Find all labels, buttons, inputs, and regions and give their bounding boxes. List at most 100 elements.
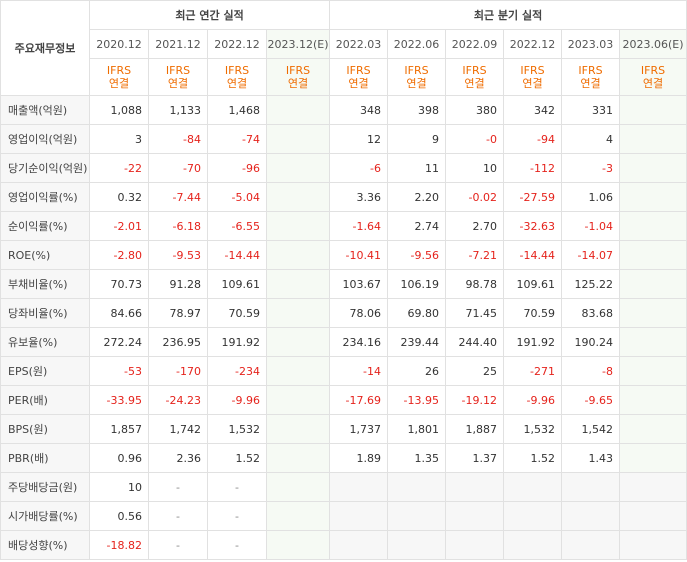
- row-label: 배당성향(%): [0, 530, 90, 560]
- cell-quarterly-1: [387, 501, 447, 531]
- cell-annual-0: 70.73: [89, 269, 149, 299]
- table-row: PBR(배) 0.96 2.36 1.52 1.89 1.35 1.37 1.52 1.43: [0, 443, 687, 473]
- table-row: ROE(%) -2.80 -9.53 -14.44 -10.41 -9.56 -7.21 -1…: [0, 240, 687, 270]
- table-row: 영업이익률(%) 0.32 -7.44 -5.04 3.36 2.20 -0.02 -27.5…: [0, 182, 687, 212]
- cell-quarterly-0: [329, 472, 389, 502]
- cell-quarterly-4: -9.65: [561, 385, 621, 415]
- cell-annual-1: -70: [148, 153, 208, 183]
- cell-annual-1: -: [148, 472, 208, 502]
- cell-annual-0: 0.56: [89, 501, 149, 531]
- cell-quarterly-3: 191.92: [503, 327, 563, 357]
- cell-quarterly-5: [619, 385, 687, 415]
- cell-annual-3: [265, 443, 331, 473]
- row-label: PER(배): [0, 385, 90, 415]
- cell-quarterly-2: 25: [445, 356, 505, 386]
- cell-quarterly-2: 1.37: [445, 443, 505, 473]
- period-header-quarterly-5: 2023.06(E): [619, 29, 687, 59]
- row-label: 당좌비율(%): [0, 298, 90, 328]
- cell-quarterly-5: [619, 414, 687, 444]
- cell-annual-2: -: [207, 501, 267, 531]
- cell-quarterly-5: [619, 240, 687, 270]
- basis-header-quarterly-5: IFRS 연결: [619, 58, 687, 96]
- basis-standard-label: IFRS: [165, 64, 191, 77]
- cell-quarterly-4: [561, 530, 621, 560]
- cell-quarterly-4: 1.06: [561, 182, 621, 212]
- row-label: EPS(원): [0, 356, 90, 386]
- cell-quarterly-2: -0.02: [445, 182, 505, 212]
- cell-quarterly-2: [445, 530, 505, 560]
- basis-scope-label: 연결: [287, 77, 309, 90]
- cell-annual-2: -6.55: [207, 211, 267, 241]
- basis-scope-label: 연결: [406, 77, 427, 90]
- cell-quarterly-4: 1.43: [561, 443, 621, 473]
- cell-annual-0: 10: [89, 472, 149, 502]
- cell-annual-2: 1,532: [207, 414, 267, 444]
- cell-annual-2: -74: [207, 124, 267, 154]
- cell-quarterly-5: [619, 269, 687, 299]
- annual-section-title: 최근 연간 실적: [88, 0, 331, 30]
- basis-standard-label: IFRS: [106, 64, 132, 77]
- table-row: 매출액(억원) 1,088 1,133 1,468 348 398 380 342 331: [0, 95, 687, 125]
- cell-quarterly-1: -13.95: [387, 385, 447, 415]
- basis-header-quarterly-0: IFRS 연결: [329, 58, 389, 96]
- cell-annual-3: [265, 182, 331, 212]
- cell-quarterly-1: 2.74: [387, 211, 447, 241]
- basis-header-quarterly-2: IFRS 연결: [445, 58, 505, 96]
- cell-quarterly-0: 1.89: [329, 443, 389, 473]
- basis-header-annual-2: IFRS 연결: [207, 58, 267, 96]
- cell-quarterly-5: [619, 327, 687, 357]
- cell-quarterly-3: -32.63: [503, 211, 563, 241]
- basis-header-quarterly-1: IFRS 연결: [387, 58, 447, 96]
- cell-quarterly-5: [619, 124, 687, 154]
- basis-standard-label: IFRS: [285, 64, 311, 77]
- cell-quarterly-5: [619, 95, 687, 125]
- cell-annual-1: 2.36: [148, 443, 208, 473]
- cell-quarterly-3: -14.44: [503, 240, 563, 270]
- row-label: PBR(배): [0, 443, 90, 473]
- row-label: 시가배당률(%): [0, 501, 90, 531]
- basis-header-row: IFRS 연결 IFRS 연결 IFRS 연결 IFRS 연결 IFRS 연결 IFRS 연결 IFRS…: [1, 58, 687, 96]
- table-row: 당기순이익(억원) -22 -70 -96 -6 11 10 -112 -3: [0, 153, 687, 183]
- cell-quarterly-0: [329, 501, 389, 531]
- period-header-annual-1: 2021.12: [148, 29, 208, 59]
- cell-quarterly-2: 71.45: [445, 298, 505, 328]
- table-row: 영업이익(억원) 3 -84 -74 12 9 -0 -94 4: [0, 124, 687, 154]
- cell-annual-1: 78.97: [148, 298, 208, 328]
- cell-annual-1: -9.53: [148, 240, 208, 270]
- cell-quarterly-1: 239.44: [387, 327, 447, 357]
- cell-annual-1: 91.28: [148, 269, 208, 299]
- cell-quarterly-0: -1.64: [329, 211, 389, 241]
- cell-annual-2: -: [207, 530, 267, 560]
- cell-quarterly-3: 1,532: [503, 414, 563, 444]
- cell-annual-0: -18.82: [89, 530, 149, 560]
- cell-annual-3: [265, 240, 331, 270]
- cell-quarterly-4: 1,542: [561, 414, 621, 444]
- cell-annual-3: [265, 472, 331, 502]
- cell-annual-3: [265, 124, 331, 154]
- cell-annual-0: 272.24: [89, 327, 149, 357]
- cell-quarterly-5: [619, 443, 687, 473]
- basis-scope-label: 연결: [464, 77, 485, 90]
- cell-quarterly-2: -7.21: [445, 240, 505, 270]
- cell-annual-2: 1.52: [207, 443, 267, 473]
- cell-quarterly-5: [619, 530, 687, 560]
- cell-quarterly-3: -112: [503, 153, 563, 183]
- cell-quarterly-2: 1,887: [445, 414, 505, 444]
- period-header-annual-0: 2020.12: [89, 29, 149, 59]
- cell-quarterly-0: 103.67: [329, 269, 389, 299]
- basis-header-quarterly-3: IFRS 연결: [503, 58, 563, 96]
- cell-annual-2: 1,468: [207, 95, 267, 125]
- cell-annual-3: [265, 327, 331, 357]
- cell-annual-0: -33.95: [89, 385, 149, 415]
- cell-annual-2: 109.61: [207, 269, 267, 299]
- basis-scope-label: 연결: [580, 77, 601, 90]
- cell-quarterly-4: [561, 472, 621, 502]
- period-header-quarterly-2: 2022.09: [445, 29, 505, 59]
- cell-annual-1: -24.23: [148, 385, 208, 415]
- cell-quarterly-5: [619, 182, 687, 212]
- cell-annual-0: 3: [89, 124, 149, 154]
- row-label: 영업이익률(%): [0, 182, 90, 212]
- cell-quarterly-1: 106.19: [387, 269, 447, 299]
- cell-quarterly-0: -14: [329, 356, 389, 386]
- cell-annual-3: [265, 95, 331, 125]
